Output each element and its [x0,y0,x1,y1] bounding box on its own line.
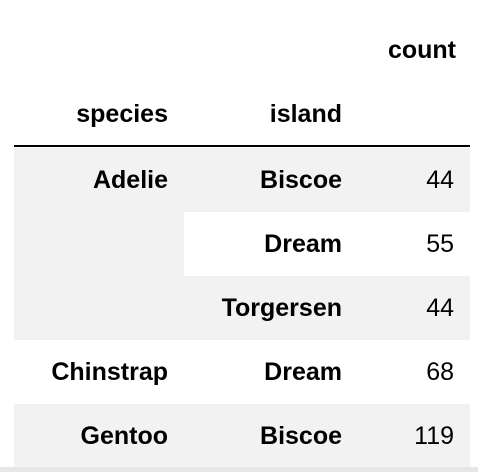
index-header-species: species [76,100,168,128]
table-row-species-cell: Gentoo [14,404,184,468]
table-row-island-cell: Biscoe [184,404,358,468]
table-row-count-cell: 68 [426,358,454,386]
table-row-count-cell: 44 [358,148,470,212]
table-row-count-cell: 119 [358,404,470,468]
column-header-count: count [387,36,456,64]
output-bottom-border [0,467,478,472]
table-row-island-cell: Torgersen [184,276,358,340]
table-row-species-cell: Adelie [14,148,184,340]
table-row-count-cell: 44 [358,276,470,340]
index-header-island: island [269,100,342,128]
table-row-species-cell: Chinstrap [51,358,168,386]
table-row-island-cell: Biscoe [184,148,358,212]
table-row-island-cell: Dream [264,358,342,386]
table-row-count-cell: 55 [426,230,454,258]
header-divider [14,145,470,147]
table-row-island-cell: Dream [264,230,342,258]
